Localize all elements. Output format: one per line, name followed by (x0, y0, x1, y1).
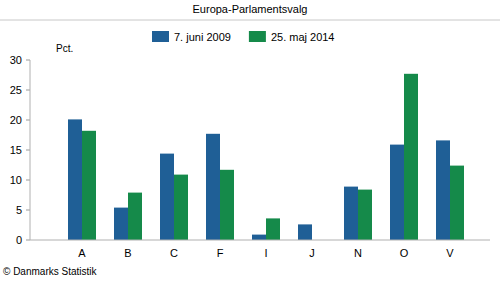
bar (358, 190, 372, 240)
bar (390, 145, 404, 240)
bar (436, 140, 450, 240)
bar (206, 134, 220, 240)
chart-svg: Europa-Parlamentsvalg 7. juni 2009 25. maj… (0, 0, 500, 282)
bar (266, 218, 280, 240)
y-tick-label: 0 (16, 234, 22, 246)
x-tick-label: V (446, 247, 454, 259)
bar (68, 119, 82, 240)
bar (160, 154, 174, 240)
bar (344, 187, 358, 240)
y-axis-line (30, 60, 31, 240)
y-tick-label: 10 (10, 174, 22, 186)
y-tick (26, 90, 30, 91)
bar (298, 224, 312, 240)
legend-label: 7. juni 2009 (174, 31, 231, 43)
y-tick (26, 180, 30, 181)
y-tick (26, 240, 30, 241)
legend-swatch (249, 31, 266, 42)
legend-swatch (152, 31, 169, 42)
y-tick-label: 20 (10, 114, 22, 126)
x-axis-line (30, 240, 490, 241)
bar (450, 166, 464, 240)
legend-label: 25. maj 2014 (271, 31, 335, 43)
legend-item: 7. juni 2009 (152, 31, 231, 43)
bars (68, 74, 464, 240)
y-tick (26, 210, 30, 211)
y-tick-label: 30 (10, 54, 22, 66)
x-tick-label: C (170, 247, 178, 259)
y-tick-label: 15 (10, 144, 22, 156)
x-tick-label: I (264, 247, 267, 259)
bar (128, 193, 142, 240)
bar (220, 170, 234, 240)
bar (174, 175, 188, 240)
x-tick-label: A (78, 247, 86, 259)
legend-item: 25. maj 2014 (249, 31, 335, 43)
y-axis-label: Pct. (56, 43, 73, 54)
y-tick (26, 60, 30, 61)
x-tick-label: J (309, 247, 315, 259)
y-tick (26, 150, 30, 151)
chart-title: Europa-Parlamentsvalg (193, 3, 308, 15)
bar (82, 131, 96, 240)
y-tick-label: 25 (10, 84, 22, 96)
bar (252, 235, 266, 240)
y-tick-label: 5 (16, 204, 22, 216)
chart-container: Europa-Parlamentsvalg 7. juni 2009 25. maj… (0, 0, 500, 282)
x-tick-label: B (124, 247, 131, 259)
x-tick-label: F (217, 247, 224, 259)
y-tick (26, 120, 30, 121)
x-tick-label: N (354, 247, 362, 259)
bar (404, 74, 418, 240)
x-tick-label: O (400, 247, 409, 259)
source-note: © Danmarks Statistik (3, 266, 98, 277)
title-separator (0, 20, 500, 21)
bar (114, 208, 128, 240)
